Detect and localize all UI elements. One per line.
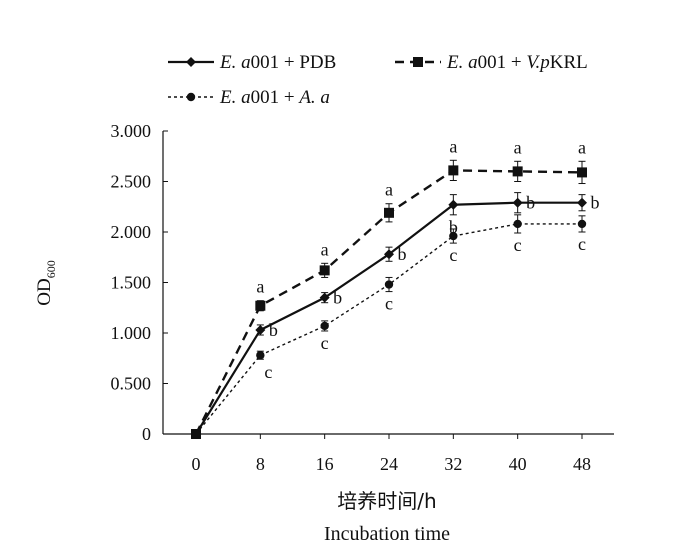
significance-label: b: [269, 320, 278, 340]
y-axis-label: OD600: [34, 260, 58, 305]
significance-label: a: [385, 180, 393, 200]
legend-marker: [413, 57, 423, 67]
y-tick-label: 2.000: [111, 222, 152, 242]
significance-label: b: [591, 193, 600, 213]
legend-marker: [186, 92, 196, 102]
y-axis-label-sub: 600: [44, 260, 58, 278]
data-point: [319, 292, 330, 303]
data-point: [512, 166, 523, 177]
significance-label: b: [398, 244, 407, 264]
data-point: [512, 197, 523, 208]
y-tick-label: 0.500: [111, 374, 152, 394]
significance-label: b: [526, 193, 535, 213]
legend-item-1: E. a001 + PDB: [168, 52, 336, 73]
data-point: [191, 429, 201, 439]
y-tick-label: 3.000: [111, 121, 152, 141]
series-3: c c c c c c: [191, 214, 587, 439]
significance-label: c: [264, 362, 272, 382]
legend-label-part: KRL: [550, 52, 588, 73]
x-tick-label: 32: [444, 454, 462, 474]
significance-label: a: [449, 136, 457, 156]
legend-item-3: E. a001 + A. a: [168, 87, 330, 108]
legend-label-part: E. a: [219, 52, 251, 73]
significance-label: c: [449, 245, 457, 265]
data-point: [448, 199, 459, 210]
data-point: [448, 165, 459, 176]
data-point: [577, 197, 587, 208]
x-tick-label: 8: [256, 454, 265, 474]
legend-label-part: 001 +: [478, 52, 527, 73]
y-tick-label: 0: [142, 424, 151, 444]
axes: 0 0.500 1.000 1.500 2.000 2.500 3.000 0 8 16 24 32 4…: [111, 121, 614, 474]
significance-label: c: [385, 294, 393, 314]
data-point: [513, 219, 522, 229]
legend-label: E. a001 + A. a: [219, 87, 330, 108]
x-tick-label: 0: [192, 454, 201, 474]
legend-label-part: V.p: [526, 52, 549, 73]
significance-label: c: [578, 234, 586, 254]
significance-label: a: [321, 239, 329, 259]
legend-label-part: 001 + PDB: [251, 52, 337, 73]
y-tick-label: 2.500: [111, 172, 152, 192]
data-point: [577, 167, 587, 178]
data-point: [255, 324, 266, 335]
legend-label-part: A. a: [297, 87, 330, 108]
legend-label-part: E. a: [446, 52, 478, 73]
x-tick-label: 48: [573, 454, 591, 474]
series-layer: b b b b b b a a a a a a c c c c c c: [191, 136, 600, 439]
x-tick-label: 16: [316, 454, 334, 474]
legend-marker: [186, 57, 196, 67]
legend-item-2: E. a001 + V.pKRL: [395, 52, 588, 73]
data-point: [384, 249, 394, 260]
y-tick-label: 1.500: [111, 273, 152, 293]
x-axis-label-cn: 培养时间/h: [337, 489, 436, 513]
significance-label: c: [321, 333, 329, 353]
series-1: b b b b b b: [191, 192, 600, 439]
legend-label: E. a001 + V.pKRL: [446, 52, 588, 73]
legend-label-part: E. a: [219, 87, 251, 108]
data-point: [384, 280, 394, 289]
series-line: [195, 201, 582, 435]
x-axis-label-en: Incubation time: [324, 523, 450, 545]
significance-label: b: [449, 217, 458, 237]
data-point: [577, 219, 587, 229]
data-point: [449, 231, 458, 241]
significance-label: b: [333, 288, 342, 308]
legend-label-part: 001 +: [251, 87, 300, 108]
axis-labels: OD600 培养时间/h Incubation time: [34, 260, 450, 545]
significance-label: a: [256, 277, 264, 297]
data-point: [319, 265, 330, 276]
significance-label: a: [578, 137, 586, 157]
x-tick-label: 24: [380, 454, 398, 474]
data-point: [256, 351, 265, 360]
data-point: [320, 321, 329, 331]
x-tick-label: 40: [509, 454, 527, 474]
y-axis-label-main: OD: [34, 278, 55, 305]
data-point: [384, 207, 394, 218]
y-tick-label: 1.000: [111, 323, 152, 343]
significance-label: c: [514, 235, 522, 255]
data-point: [255, 300, 266, 311]
legend-label: E. a001 + PDB: [219, 52, 336, 73]
significance-label: a: [514, 137, 522, 157]
